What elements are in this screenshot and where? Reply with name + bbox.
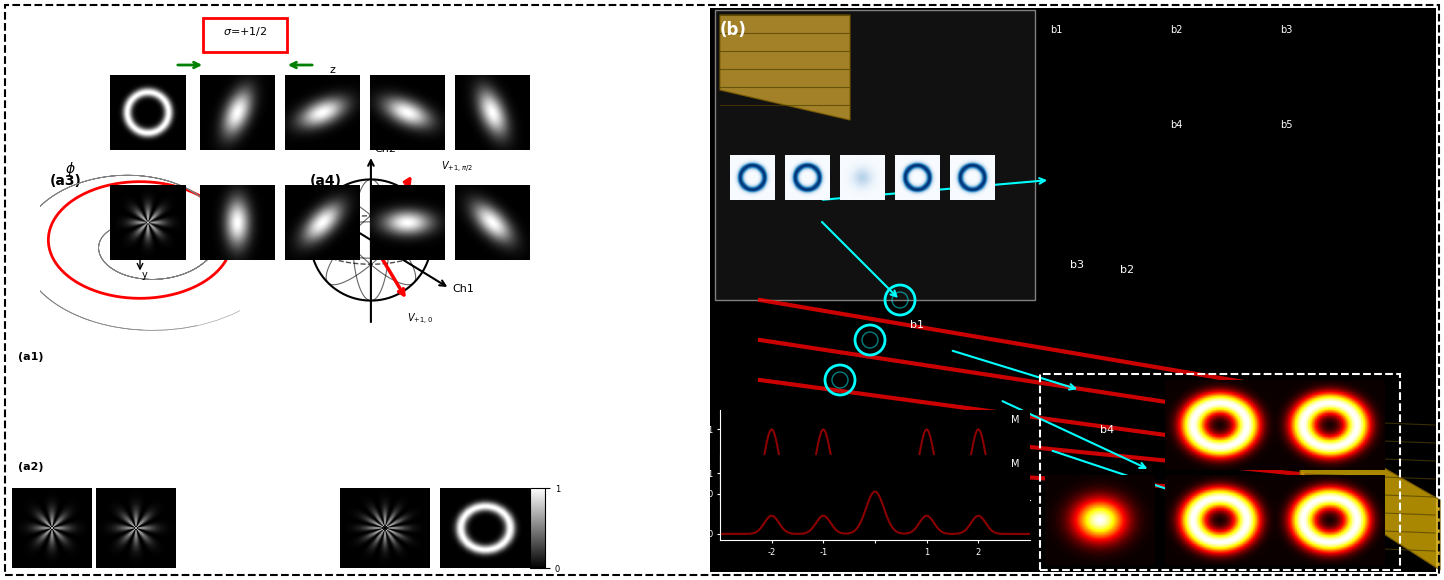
Text: $V_{+1,\pi/2}$: $V_{+1,\pi/2}$ [440,160,472,175]
Text: (a1): (a1) [17,352,43,362]
Text: b5: b5 [1279,120,1292,130]
Text: M: M [1011,415,1019,425]
Bar [715,10,1035,300]
Text: L: L [162,120,169,133]
Text: M: M [1011,459,1019,469]
FancyBboxPatch shape [204,18,287,52]
Text: x: x [166,230,172,240]
Text: $V_{+1,0}$: $V_{+1,0}$ [407,311,433,327]
Text: b5: b5 [1100,490,1113,500]
Text: y: y [142,270,147,280]
Text: z: z [331,65,336,75]
Polygon shape [1300,420,1440,570]
Text: $\sigma$=+1/2: $\sigma$=+1/2 [222,26,267,38]
Text: 90: 90 [427,435,440,445]
Text: 45: 45 [342,325,355,335]
Text: Ch2: Ch2 [374,144,396,154]
Text: (a2): (a2) [17,462,43,472]
Text: $V_{+1,\pi/2}$: $V_{+1,\pi/2}$ [131,492,163,508]
Text: b1: b1 [1050,25,1063,35]
Text: (a4): (a4) [310,174,342,188]
Text: SMF: SMF [129,100,152,110]
Text: b1: b1 [910,320,924,330]
Text: b4: b4 [1170,120,1183,130]
Text: Ch1: Ch1 [453,284,475,293]
Bar [710,8,1435,572]
Text: $V_{+1,\pi/2}$: $V_{+1,\pi/2}$ [471,485,503,500]
Text: 90: 90 [427,325,440,335]
Text: (a3): (a3) [51,174,82,188]
Text: $V_{+1,0}$: $V_{+1,0}$ [134,383,160,398]
Bar [1040,374,1401,570]
Text: b3: b3 [1279,25,1292,35]
Text: (b): (b) [721,21,747,39]
Text: b3: b3 [1070,260,1084,270]
Text: 0: 0 [264,435,270,445]
Text: 135: 135 [507,325,526,335]
Text: $\phi$: $\phi$ [65,160,75,178]
Bar [9,8,708,572]
Text: 0: 0 [264,325,270,335]
Text: (a): (a) [215,35,241,53]
Text: 45: 45 [342,435,355,445]
Text: b2: b2 [1170,25,1183,35]
Text: 135: 135 [507,435,526,445]
Polygon shape [721,15,851,120]
Text: b4: b4 [1100,425,1115,435]
Text: b2: b2 [1121,265,1134,275]
Text: $V_{+1,0}$: $V_{+1,0}$ [373,485,399,500]
